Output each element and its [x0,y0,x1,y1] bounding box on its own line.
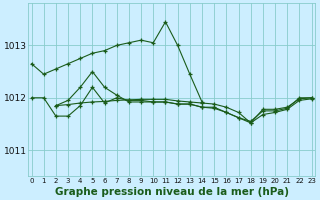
X-axis label: Graphe pression niveau de la mer (hPa): Graphe pression niveau de la mer (hPa) [54,187,289,197]
